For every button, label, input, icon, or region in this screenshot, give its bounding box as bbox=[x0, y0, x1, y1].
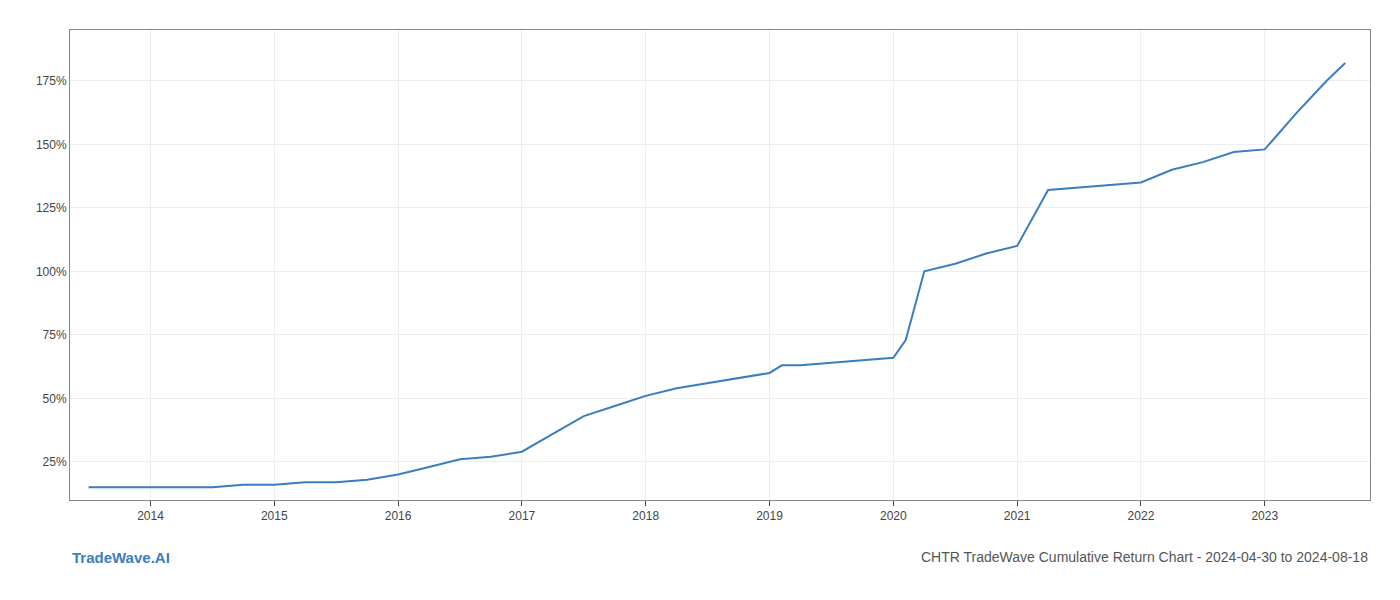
svg-text:25%: 25% bbox=[43, 455, 67, 469]
svg-text:2014: 2014 bbox=[137, 509, 164, 523]
svg-text:2023: 2023 bbox=[1251, 509, 1278, 523]
svg-text:150%: 150% bbox=[36, 138, 67, 152]
svg-text:175%: 175% bbox=[36, 74, 67, 88]
svg-text:TradeWave.AI: TradeWave.AI bbox=[72, 549, 170, 566]
svg-text:75%: 75% bbox=[43, 328, 67, 342]
svg-text:2020: 2020 bbox=[880, 509, 907, 523]
svg-text:125%: 125% bbox=[36, 201, 67, 215]
svg-text:2017: 2017 bbox=[509, 509, 536, 523]
svg-text:CHTR TradeWave Cumulative Retu: CHTR TradeWave Cumulative Return Chart -… bbox=[921, 549, 1368, 565]
svg-text:2021: 2021 bbox=[1004, 509, 1031, 523]
svg-text:2022: 2022 bbox=[1128, 509, 1155, 523]
svg-text:2016: 2016 bbox=[385, 509, 412, 523]
svg-text:100%: 100% bbox=[36, 265, 67, 279]
svg-text:2019: 2019 bbox=[756, 509, 783, 523]
svg-text:2015: 2015 bbox=[261, 509, 288, 523]
svg-text:50%: 50% bbox=[43, 392, 67, 406]
svg-text:2018: 2018 bbox=[632, 509, 659, 523]
